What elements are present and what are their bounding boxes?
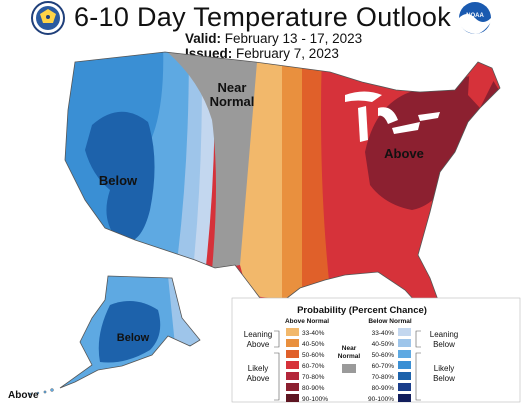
valid-label: Valid: [185,31,222,46]
legend-near-normal-1: Near [342,345,357,352]
alaska-outline [59,275,201,389]
valid-value: February 13 - 17, 2023 [224,31,363,46]
legend-above-range: 90-100% [302,396,328,403]
legend-leaning-below-2: Below [433,340,455,349]
legend-above-swatch [286,372,299,380]
legend-title: Probability (Percent Chance) [297,305,427,316]
department-of-commerce-seal [31,1,65,35]
legend-above-swatch [286,328,299,336]
legend-below-range: 33-40% [372,330,395,337]
above-east-label: Above [384,146,424,161]
legend-below-range: 40-50% [372,341,395,348]
issued-date: Issued: February 7, 2023 [185,46,339,61]
legend-above-swatch [286,394,299,402]
legend-likely-below-bracket [415,352,421,401]
issued-value: February 7, 2023 [236,46,339,61]
legend-above-range: 40-50% [302,341,325,348]
legend-below-swatch [398,328,411,336]
aleutian-islands [28,388,54,396]
legend-above-swatch [286,361,299,369]
legend-below-range: 70-80% [372,374,395,381]
legend-above-range: 60-70% [302,363,325,370]
legend-below-swatch [398,361,411,369]
legend-above-swatch [286,350,299,358]
legend-box [231,297,521,403]
legend-above-swatch [286,339,299,347]
legend-below-range: 60-70% [372,363,395,370]
legend-above-swatch [286,383,299,391]
legend: Probability (Percent Chance) Above Norma… [231,297,521,403]
legend-leaning-above-1: Leaning [244,330,272,339]
legend-above-header: Above Normal [285,318,329,325]
below-west-label: Below [99,173,138,188]
near-normal-label-1: Near [218,80,247,95]
legend-below-range: 80-90% [372,385,395,392]
noaa-logo: NOAA [459,2,491,34]
legend-likely-above-1: Likely [248,364,268,373]
legend-above-range: 70-80% [302,374,325,381]
legend-above-range: 80-90% [302,385,325,392]
legend-below-range: 90-100% [368,396,394,403]
legend-below-header: Below Normal [368,318,412,325]
noaa-logo-text: NOAA [466,13,484,19]
conus-region [65,52,500,312]
legend-leaning-below-bracket [415,330,421,348]
legend-below-swatch [398,339,411,347]
legend-below-swatch [398,383,411,391]
valid-dates: Valid: February 13 - 17, 2023 [185,31,362,46]
great-lakes [345,91,440,142]
legend-leaning-below-1: Leaning [430,330,458,339]
legend-below-swatch [398,394,411,402]
legend-leaning-above-bracket [274,330,280,348]
legend-below-swatches: 33-40% 40-50% 50-60% 60-70% 70-80% 80-90… [368,328,411,403]
legend-above-range: 50-60% [302,352,325,359]
legend-below-range: 50-60% [372,352,395,359]
legend-near-normal-swatch [342,364,356,373]
legend-likely-above-2: Above [247,374,270,383]
legend-below-swatch [398,350,411,358]
below-alaska-label: Below [117,332,150,344]
legend-above-range: 33-40% [302,330,325,337]
legend-above-swatches: 33-40% 40-50% 50-60% 60-70% 70-80% 80-90… [286,328,328,403]
legend-near-normal-2: Normal [338,353,361,360]
map-title: 6-10 Day Temperature Outlook [73,2,452,32]
legend-leaning-above-2: Above [247,340,270,349]
legend-likely-below-2: Below [433,374,455,383]
legend-below-swatch [398,372,411,380]
legend-likely-above-bracket [274,352,280,401]
legend-likely-below-1: Likely [434,364,454,373]
above-alaska-corner-label: Above [8,390,39,401]
near-normal-label-2: Normal [210,94,255,109]
